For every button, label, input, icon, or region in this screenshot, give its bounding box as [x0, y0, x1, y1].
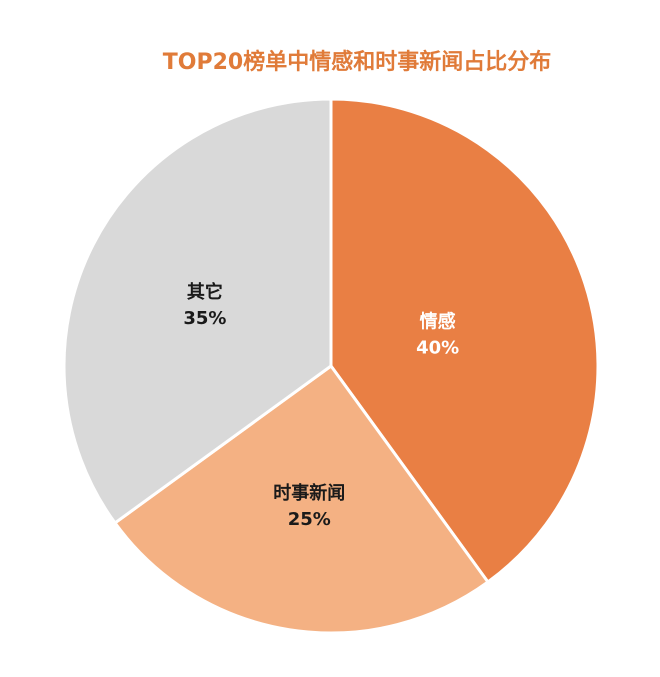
pie-slices: [62, 97, 600, 635]
chart-title: TOP20榜单中情感和时事新闻占比分布: [162, 50, 552, 75]
slice-category-label: 情感: [420, 310, 456, 332]
pie-slice-2: [62, 97, 333, 525]
pie-slice-0: [329, 97, 600, 584]
slice-category-label: 其它: [187, 281, 223, 303]
pie-labels: 情感 40% 时事新闻 25% 其它 35%: [183, 281, 459, 530]
slice-value-label: 35%: [183, 308, 226, 329]
pie-slice-1: [113, 364, 490, 635]
slice-value-label: 25%: [288, 509, 331, 530]
slice-category-label: 时事新闻: [273, 482, 345, 504]
slice-value-label: 40%: [416, 337, 459, 358]
